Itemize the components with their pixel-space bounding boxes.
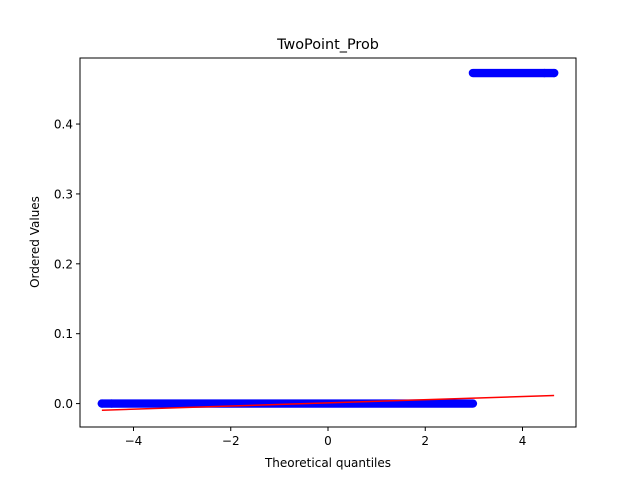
data-point-2 [540,68,549,78]
data-layer [97,68,559,411]
x-tick-label: −4 [125,434,143,448]
x-tick-label: 2 [421,434,429,448]
fit-line [101,394,555,411]
plot-frame [79,57,577,428]
y-axis-label: Ordered Values [28,196,42,288]
x-tick-label: −2 [222,434,240,448]
x-tick-label: 0 [324,434,332,448]
data-point-1 [107,399,116,408]
y-tick-label: 0.1 [54,327,73,341]
x-axis-label: Theoretical quantiles [264,456,391,470]
data-point-3 [549,68,559,78]
chart-title: TwoPoint_Prob [276,37,379,53]
y-tick-label: 0.2 [54,257,73,271]
data-point-0 [97,399,107,408]
ticks-layer: −4 −2 0 2 4 0.0 0.1 0.2 0.3 0.4 [54,118,526,448]
y-tick-label: 0.3 [54,187,73,201]
x-tick-label: 4 [519,434,527,448]
y-tick-label: 0.0 [54,397,73,411]
y-tick-label: 0.4 [54,118,73,132]
